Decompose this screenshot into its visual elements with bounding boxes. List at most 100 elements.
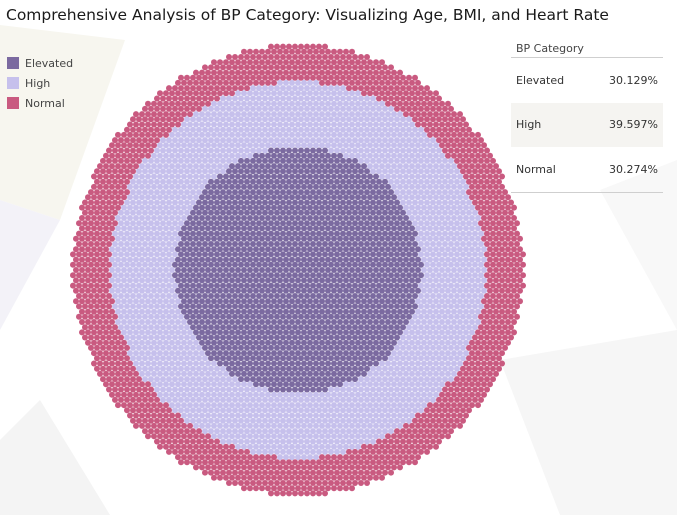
dot-elevated [316, 209, 322, 216]
dot-high [220, 386, 226, 393]
dot-normal [91, 256, 97, 263]
dot-high [160, 137, 166, 144]
dot-high [394, 365, 400, 372]
dot-normal [490, 376, 496, 383]
dot-high [463, 256, 469, 263]
dot-normal [499, 256, 505, 263]
dot-normal [223, 79, 229, 86]
dot-high [196, 386, 202, 393]
dot-elevated [172, 272, 178, 279]
dot-high [424, 157, 430, 164]
dot-high [199, 370, 205, 377]
dot-normal [367, 69, 373, 76]
dot-normal [514, 313, 520, 320]
dot-high [295, 454, 301, 461]
dot-normal [247, 79, 253, 86]
dot-normal [121, 142, 127, 149]
dot-normal [406, 459, 412, 466]
dot-high [175, 204, 181, 211]
dot-normal [181, 100, 187, 107]
dot-high [280, 448, 286, 455]
dot-normal [154, 105, 160, 112]
dot-normal [274, 54, 280, 60]
dot-normal [202, 448, 208, 455]
dot-normal [139, 142, 145, 149]
dot-high [268, 417, 274, 424]
dot-normal [127, 391, 133, 398]
dot-high [262, 105, 268, 112]
dot-high [130, 355, 136, 362]
dot-elevated [271, 194, 277, 201]
dot-elevated [244, 313, 250, 320]
dot-high [355, 381, 361, 388]
dot-normal [319, 59, 325, 66]
dot-high [385, 173, 391, 180]
dot-elevated [193, 308, 199, 315]
dot-normal [472, 178, 478, 185]
dot-elevated [214, 344, 220, 351]
dot-high [130, 272, 136, 279]
dot-normal [352, 85, 358, 92]
dot-normal [178, 459, 184, 466]
dot-normal [154, 438, 160, 445]
dot-high [214, 428, 220, 435]
dot-high [202, 365, 208, 372]
dot-elevated [214, 261, 220, 268]
dot-normal [490, 178, 496, 185]
dot-elevated [316, 313, 322, 320]
dot-elevated [247, 329, 253, 336]
dot-high [160, 209, 166, 216]
dot-elevated [274, 313, 280, 320]
dot-high [190, 365, 196, 372]
dot-high [211, 360, 217, 367]
dot-high [220, 407, 226, 414]
dot-high [367, 152, 373, 159]
dot-high [274, 428, 280, 435]
dot-normal [226, 459, 232, 466]
dot-elevated [286, 303, 292, 310]
dot-high [127, 256, 133, 263]
dot-high [406, 137, 412, 144]
dot-normal [100, 344, 106, 351]
dot-high [439, 225, 445, 232]
dot-high [124, 282, 130, 289]
dot-elevated [265, 235, 271, 242]
dot-normal [106, 157, 112, 164]
dot-high [232, 386, 238, 393]
dot-high [412, 407, 418, 414]
dot-elevated [274, 303, 280, 310]
dot-normal [70, 282, 76, 289]
dot-high [403, 381, 409, 388]
dot-high [169, 235, 175, 242]
dot-elevated [226, 272, 232, 279]
dot-normal [289, 48, 295, 55]
dot-high [163, 267, 169, 273]
dot-elevated [367, 339, 373, 346]
dot-normal [394, 85, 400, 92]
dot-high [388, 178, 394, 185]
dot-elevated [283, 173, 289, 180]
dot-normal [454, 116, 460, 123]
dot-elevated [415, 256, 421, 263]
dot-elevated [322, 293, 328, 299]
dot-high [244, 95, 250, 102]
dot-high [469, 256, 475, 263]
dot-normal [217, 454, 223, 461]
dot-high [154, 199, 160, 206]
dot-high [466, 303, 472, 310]
dot-normal [148, 137, 154, 144]
dot-elevated [295, 183, 301, 190]
dot-elevated [238, 230, 244, 237]
dot-high [253, 131, 259, 138]
dot-high [160, 157, 166, 164]
dot-normal [322, 74, 328, 81]
dot-normal [112, 365, 118, 372]
dot-elevated [259, 194, 265, 201]
dot-high [220, 168, 226, 175]
dot-normal [121, 163, 127, 170]
dot-elevated [346, 157, 352, 164]
dot-high [472, 272, 478, 279]
dot-high [274, 116, 280, 123]
dot-elevated [367, 298, 373, 305]
dot-elevated [226, 261, 232, 268]
